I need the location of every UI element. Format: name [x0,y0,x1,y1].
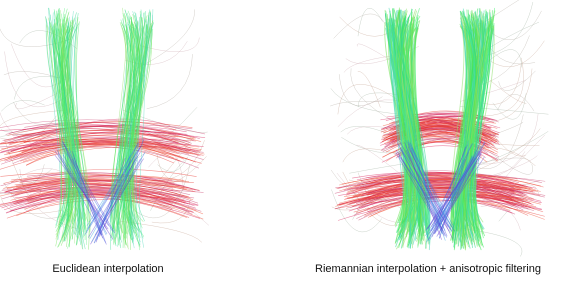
fiber [147,54,193,108]
figure: Euclidean interpolation Riemannian inter… [0,0,566,282]
fiber [358,8,383,36]
caption: Riemannian interpolation + anisotropic f… [315,263,541,275]
page: Euclidean interpolation Riemannian inter… [0,0,566,282]
fiber [490,80,526,103]
fiber [334,14,387,38]
tractography-euclidean [0,8,209,250]
fiber [1,100,44,111]
fiber [344,56,392,72]
fiber [358,71,380,107]
fiber [492,11,542,40]
fiber [137,156,207,186]
caption: Euclidean interpolation [52,263,163,275]
tractography-riemannian [330,0,548,256]
